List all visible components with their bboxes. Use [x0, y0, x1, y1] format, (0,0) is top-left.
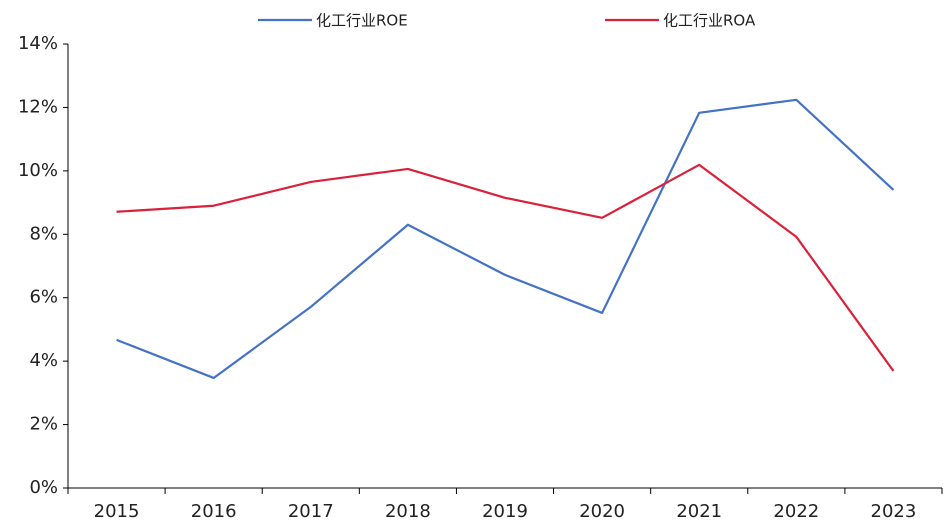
y-tick-label: 0% — [29, 477, 58, 498]
y-tick-label: 2% — [29, 414, 58, 435]
x-tick-label: 2015 — [94, 501, 140, 522]
legend-label: 化工行业ROE — [316, 12, 408, 30]
y-tick-label: 4% — [29, 350, 58, 371]
x-tick-label: 2021 — [676, 501, 722, 522]
y-tick-label: 14% — [18, 33, 58, 54]
y-tick-label: 6% — [29, 287, 58, 308]
x-tick-label: 2016 — [191, 501, 237, 522]
x-tick-label: 2020 — [579, 501, 625, 522]
legend-label: 化工行业ROA — [663, 12, 756, 30]
x-tick-label: 2017 — [288, 501, 334, 522]
x-tick-label: 2022 — [773, 501, 819, 522]
x-tick-label: 2019 — [482, 501, 528, 522]
y-tick-label: 10% — [18, 160, 58, 181]
y-tick-label: 8% — [29, 223, 58, 244]
series-line — [116, 98, 895, 380]
y-tick-label: 12% — [18, 96, 58, 117]
x-tick-label: 2023 — [871, 501, 917, 522]
series-line — [116, 163, 895, 372]
x-tick-label: 2018 — [385, 501, 431, 522]
